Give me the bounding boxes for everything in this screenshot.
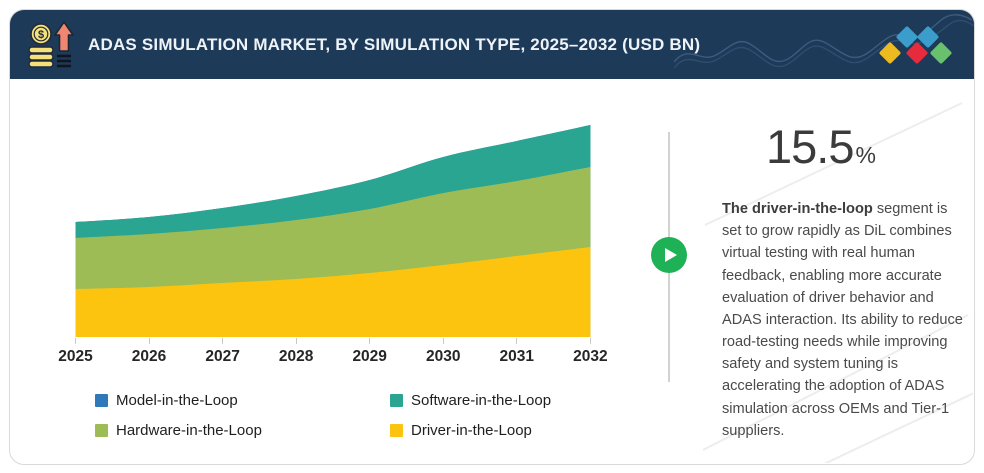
play-icon — [665, 248, 677, 262]
legend-item-software-in-the-loop: Software-in-the-Loop — [390, 391, 552, 409]
x-axis-label-2026: 2026 — [131, 348, 167, 365]
x-axis-label-2027: 2027 — [205, 348, 240, 365]
money-growth-icon: $ — [28, 21, 74, 68]
legend-swatch — [390, 423, 403, 437]
legend-label: Software-in-the-Loop — [411, 391, 552, 409]
legend-label: Driver-in-the-Loop — [411, 421, 532, 439]
x-axis-label-2030: 2030 — [426, 348, 461, 365]
insight-lead: The driver-in-the-loop — [722, 201, 873, 217]
x-axis-label-2031: 2031 — [499, 348, 535, 365]
stat-value: 15.5 — [766, 120, 854, 173]
page-title: ADAS SIMULATION MARKET, BY SIMULATION TY… — [88, 35, 701, 54]
x-axis-tick — [516, 338, 518, 344]
header-wave-decoration — [674, 14, 974, 69]
stat-percent-sign: % — [855, 142, 876, 168]
infographic-card: $ ADAS SIMULATION MARKET, BY SIMULATION … — [9, 9, 975, 465]
legend-item-hardware-in-the-loop: Hardware-in-the-Loop — [95, 421, 262, 439]
legend-swatch — [390, 393, 403, 407]
x-axis-tick — [589, 338, 591, 344]
x-axis-tick — [295, 338, 297, 344]
legend-label: Model-in-the-Loop — [116, 391, 238, 409]
legend-label: Hardware-in-the-Loop — [116, 421, 262, 439]
legend-swatch — [95, 423, 108, 437]
header-bar: $ ADAS SIMULATION MARKET, BY SIMULATION … — [10, 10, 974, 79]
stacked-area-chart — [75, 125, 591, 337]
x-axis-tick — [222, 338, 224, 344]
x-axis-label-2032: 2032 — [573, 348, 608, 365]
x-axis-label-2028: 2028 — [278, 348, 314, 365]
play-button[interactable] — [651, 237, 687, 273]
legend-swatch — [95, 393, 108, 407]
x-axis-label-2029: 2029 — [352, 348, 387, 365]
x-axis-tick — [442, 338, 444, 344]
x-axis-tick — [75, 338, 76, 344]
area-series-driver-in-the-loop — [75, 247, 591, 337]
legend-item-driver-in-the-loop: Driver-in-the-Loop — [390, 421, 532, 439]
x-axis-tick — [369, 338, 371, 344]
x-axis-tick — [148, 338, 150, 344]
insight-paragraph: The driver-in-the-loop segment is set to… — [722, 198, 964, 442]
legend-item-model-in-the-loop: Model-in-the-Loop — [95, 391, 238, 409]
growth-stat: 15.5% — [705, 120, 937, 174]
insight-body: segment is set to grow rapidly as DiL co… — [722, 201, 963, 439]
svg-text:$: $ — [38, 29, 44, 41]
x-axis-label-2025: 2025 — [58, 348, 93, 365]
